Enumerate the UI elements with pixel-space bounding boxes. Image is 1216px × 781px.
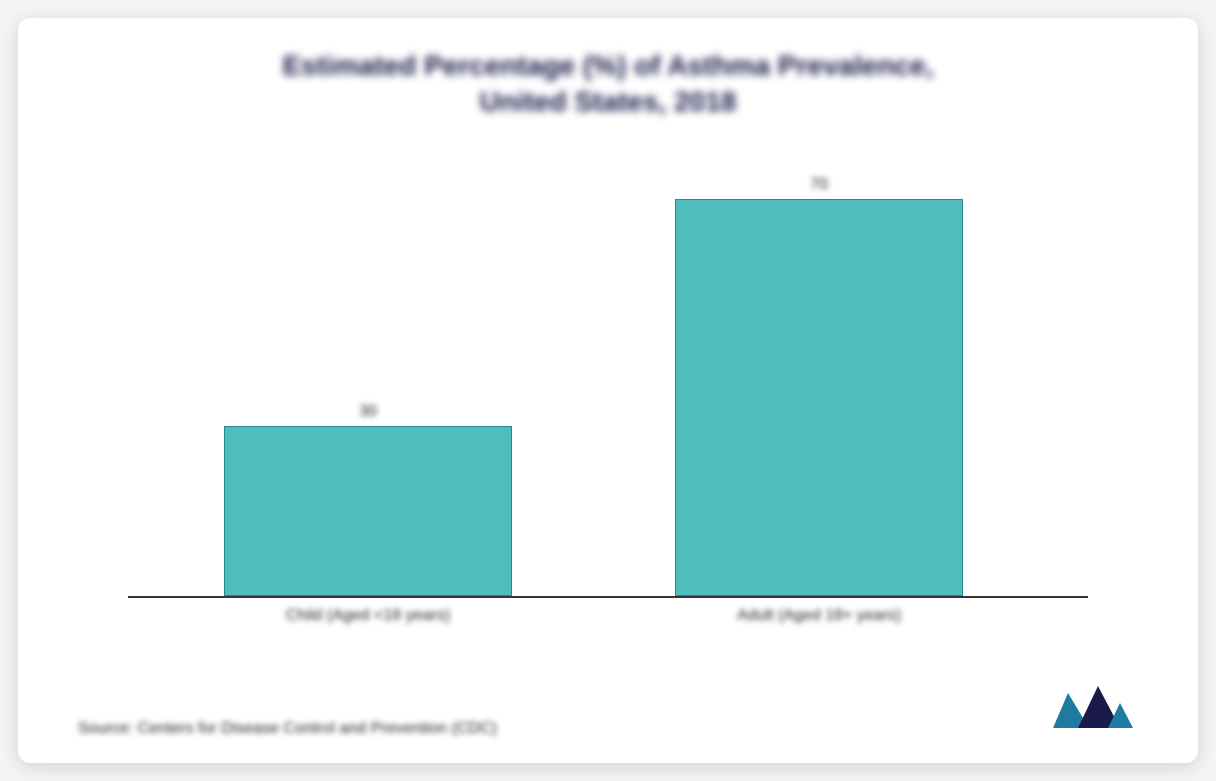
source-text: Source: Centers for Disease Control and …: [78, 720, 497, 738]
footer-row: Source: Centers for Disease Control and …: [68, 678, 1148, 738]
title-line-1: Estimated Percentage (%) of Asthma Preva…: [68, 48, 1148, 84]
chart-area: 30Child (Aged <18 years)70Adult (Aged 18…: [128, 151, 1088, 648]
chart-title: Estimated Percentage (%) of Asthma Preva…: [68, 48, 1148, 121]
plot-region: 30Child (Aged <18 years) 70Adult (Aged 18…: [128, 171, 1088, 598]
bar-value-label-0: 30: [225, 403, 511, 421]
mordor-logo-icon: [1048, 678, 1138, 738]
bar-1: 70Adult (Aged 18+ years): [675, 199, 963, 596]
category-label-0: Child (Aged <18 years): [286, 607, 450, 625]
category-label-1: Adult (Aged 18+ years): [737, 607, 901, 625]
title-line-2: United States, 2018: [68, 84, 1148, 120]
chart-card: Estimated Percentage (%) of Asthma Preva…: [18, 18, 1198, 763]
bar-value-label-1: 70: [676, 176, 962, 194]
bar-0: 30Child (Aged <18 years): [224, 426, 512, 596]
